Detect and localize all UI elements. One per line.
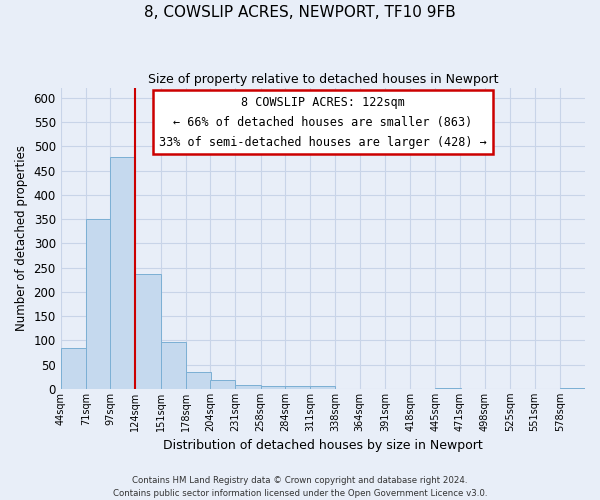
Bar (260, 386, 286, 389)
Bar (136, 274, 161, 389)
Bar (235, 385, 260, 389)
Bar (61, 348, 86, 389)
Text: 8, COWSLIP ACRES, NEWPORT, TF10 9FB: 8, COWSLIP ACRES, NEWPORT, TF10 9FB (144, 5, 456, 20)
Y-axis label: Number of detached properties: Number of detached properties (15, 146, 28, 332)
Bar (86, 219, 111, 389)
Bar (110, 157, 136, 389)
Title: Size of property relative to detached houses in Newport: Size of property relative to detached ho… (148, 72, 498, 86)
Bar (210, 380, 235, 389)
Bar (285, 386, 310, 389)
Bar (161, 342, 186, 389)
Text: Contains HM Land Registry data © Crown copyright and database right 2024.
Contai: Contains HM Land Registry data © Crown c… (113, 476, 487, 498)
Bar (186, 372, 211, 389)
X-axis label: Distribution of detached houses by size in Newport: Distribution of detached houses by size … (163, 440, 483, 452)
Bar (310, 386, 335, 389)
Text: 8 COWSLIP ACRES: 122sqm
← 66% of detached houses are smaller (863)
33% of semi-d: 8 COWSLIP ACRES: 122sqm ← 66% of detache… (159, 96, 487, 148)
